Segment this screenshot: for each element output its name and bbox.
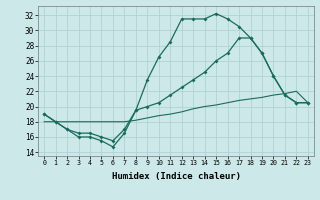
X-axis label: Humidex (Indice chaleur): Humidex (Indice chaleur): [111, 172, 241, 181]
